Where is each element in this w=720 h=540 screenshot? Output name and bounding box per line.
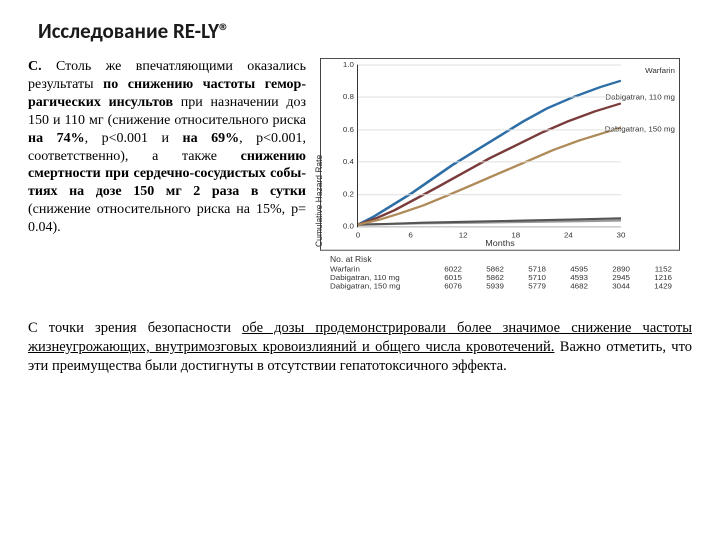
ytick-label: 0.2 — [328, 190, 354, 198]
chart-ylabel: Cumulative Hazard Rate — [314, 154, 324, 246]
risk-row: Dabigatran, 150 mg6076593957794682304414… — [330, 282, 692, 290]
ytick-label: 0.0 — [328, 222, 354, 230]
risk-cell: 5718 — [504, 265, 546, 273]
risk-row-label: Warfarin — [330, 265, 420, 273]
grid-line — [358, 65, 621, 66]
risk-cell: 1216 — [630, 273, 672, 281]
para-b3: на 74% — [28, 131, 85, 146]
para-b1: С. — [28, 59, 42, 74]
bottom-paragraph: С точки зрения безопасности обе дозы про… — [28, 319, 692, 376]
chart-container: Cumulative Hazard Rate Warfarin Dabigatr… — [320, 58, 680, 251]
risk-cell: 6076 — [420, 282, 462, 290]
risk-cell: 5779 — [504, 282, 546, 290]
risk-cell: 5862 — [462, 265, 504, 273]
grid-line — [358, 129, 621, 130]
xtick-label: 0 — [356, 231, 360, 239]
risk-row-label: Dabigatran, 110 mg — [330, 273, 420, 281]
grid-line — [358, 226, 621, 227]
risk-cell: 4682 — [546, 282, 588, 290]
risk-rows: Warfarin602258625718459528901152Dabigatr… — [330, 265, 692, 290]
risk-cell: 1429 — [630, 282, 672, 290]
bottom-lead: С точки зрения безопасности — [28, 320, 242, 336]
ytick-label: 1.0 — [328, 60, 354, 68]
xtick-label: 12 — [459, 231, 468, 239]
risk-cell: 5710 — [504, 273, 546, 281]
risk-cell: 2890 — [588, 265, 630, 273]
risk-title: No. at Risk — [330, 254, 692, 263]
grid-line — [358, 194, 621, 195]
chart-panel: Cumulative Hazard Rate Warfarin Dabigatr… — [320, 58, 692, 290]
risk-cell: 5939 — [462, 282, 504, 290]
risk-cell: 3044 — [588, 282, 630, 290]
plot-area: Warfarin Dabigatran, 110 mg Dabigatran, … — [357, 65, 621, 228]
xtick-label: 6 — [408, 231, 412, 239]
xtick-label: 30 — [617, 231, 626, 239]
risk-row: Dabigatran, 110 mg6015586257104593294512… — [330, 273, 692, 281]
risk-cell: 6015 — [420, 273, 462, 281]
risk-cell: 4593 — [546, 273, 588, 281]
series-warfarin — [358, 81, 621, 225]
grid-line — [358, 162, 621, 163]
ytick-label: 0.8 — [328, 93, 354, 101]
risk-cell: 6022 — [420, 265, 462, 273]
chart-svg — [358, 65, 621, 227]
para-b4: на 69% — [183, 131, 240, 146]
main-paragraph: С. Столь же впечатляющими оказались резу… — [28, 58, 306, 305]
xtick-label: 24 — [564, 231, 573, 239]
ytick-label: 0.6 — [328, 125, 354, 133]
risk-row-label: Dabigatran, 150 mg — [330, 282, 420, 290]
risk-cell: 4595 — [546, 265, 588, 273]
series-dabi110 — [358, 103, 621, 224]
risk-table: No. at Risk Warfarin60225862571845952890… — [330, 254, 692, 290]
para-p5: (снижение относительного риска на 15%, p… — [28, 202, 306, 235]
chart-xtitle: Months — [485, 238, 515, 247]
risk-cell: 1152 — [630, 265, 672, 273]
label-warfarin: Warfarin — [645, 68, 675, 76]
ytick-label: 0.4 — [328, 157, 354, 165]
two-column-layout: С. Столь же впечатляющими оказались резу… — [28, 58, 692, 305]
grid-line — [358, 97, 621, 98]
risk-cell: 2945 — [588, 273, 630, 281]
page-title: Исследование RE-LY® — [38, 18, 692, 44]
risk-row: Warfarin602258625718459528901152 — [330, 265, 692, 273]
risk-cell: 5862 — [462, 273, 504, 281]
para-p3: , p<0.001 и — [85, 131, 183, 146]
